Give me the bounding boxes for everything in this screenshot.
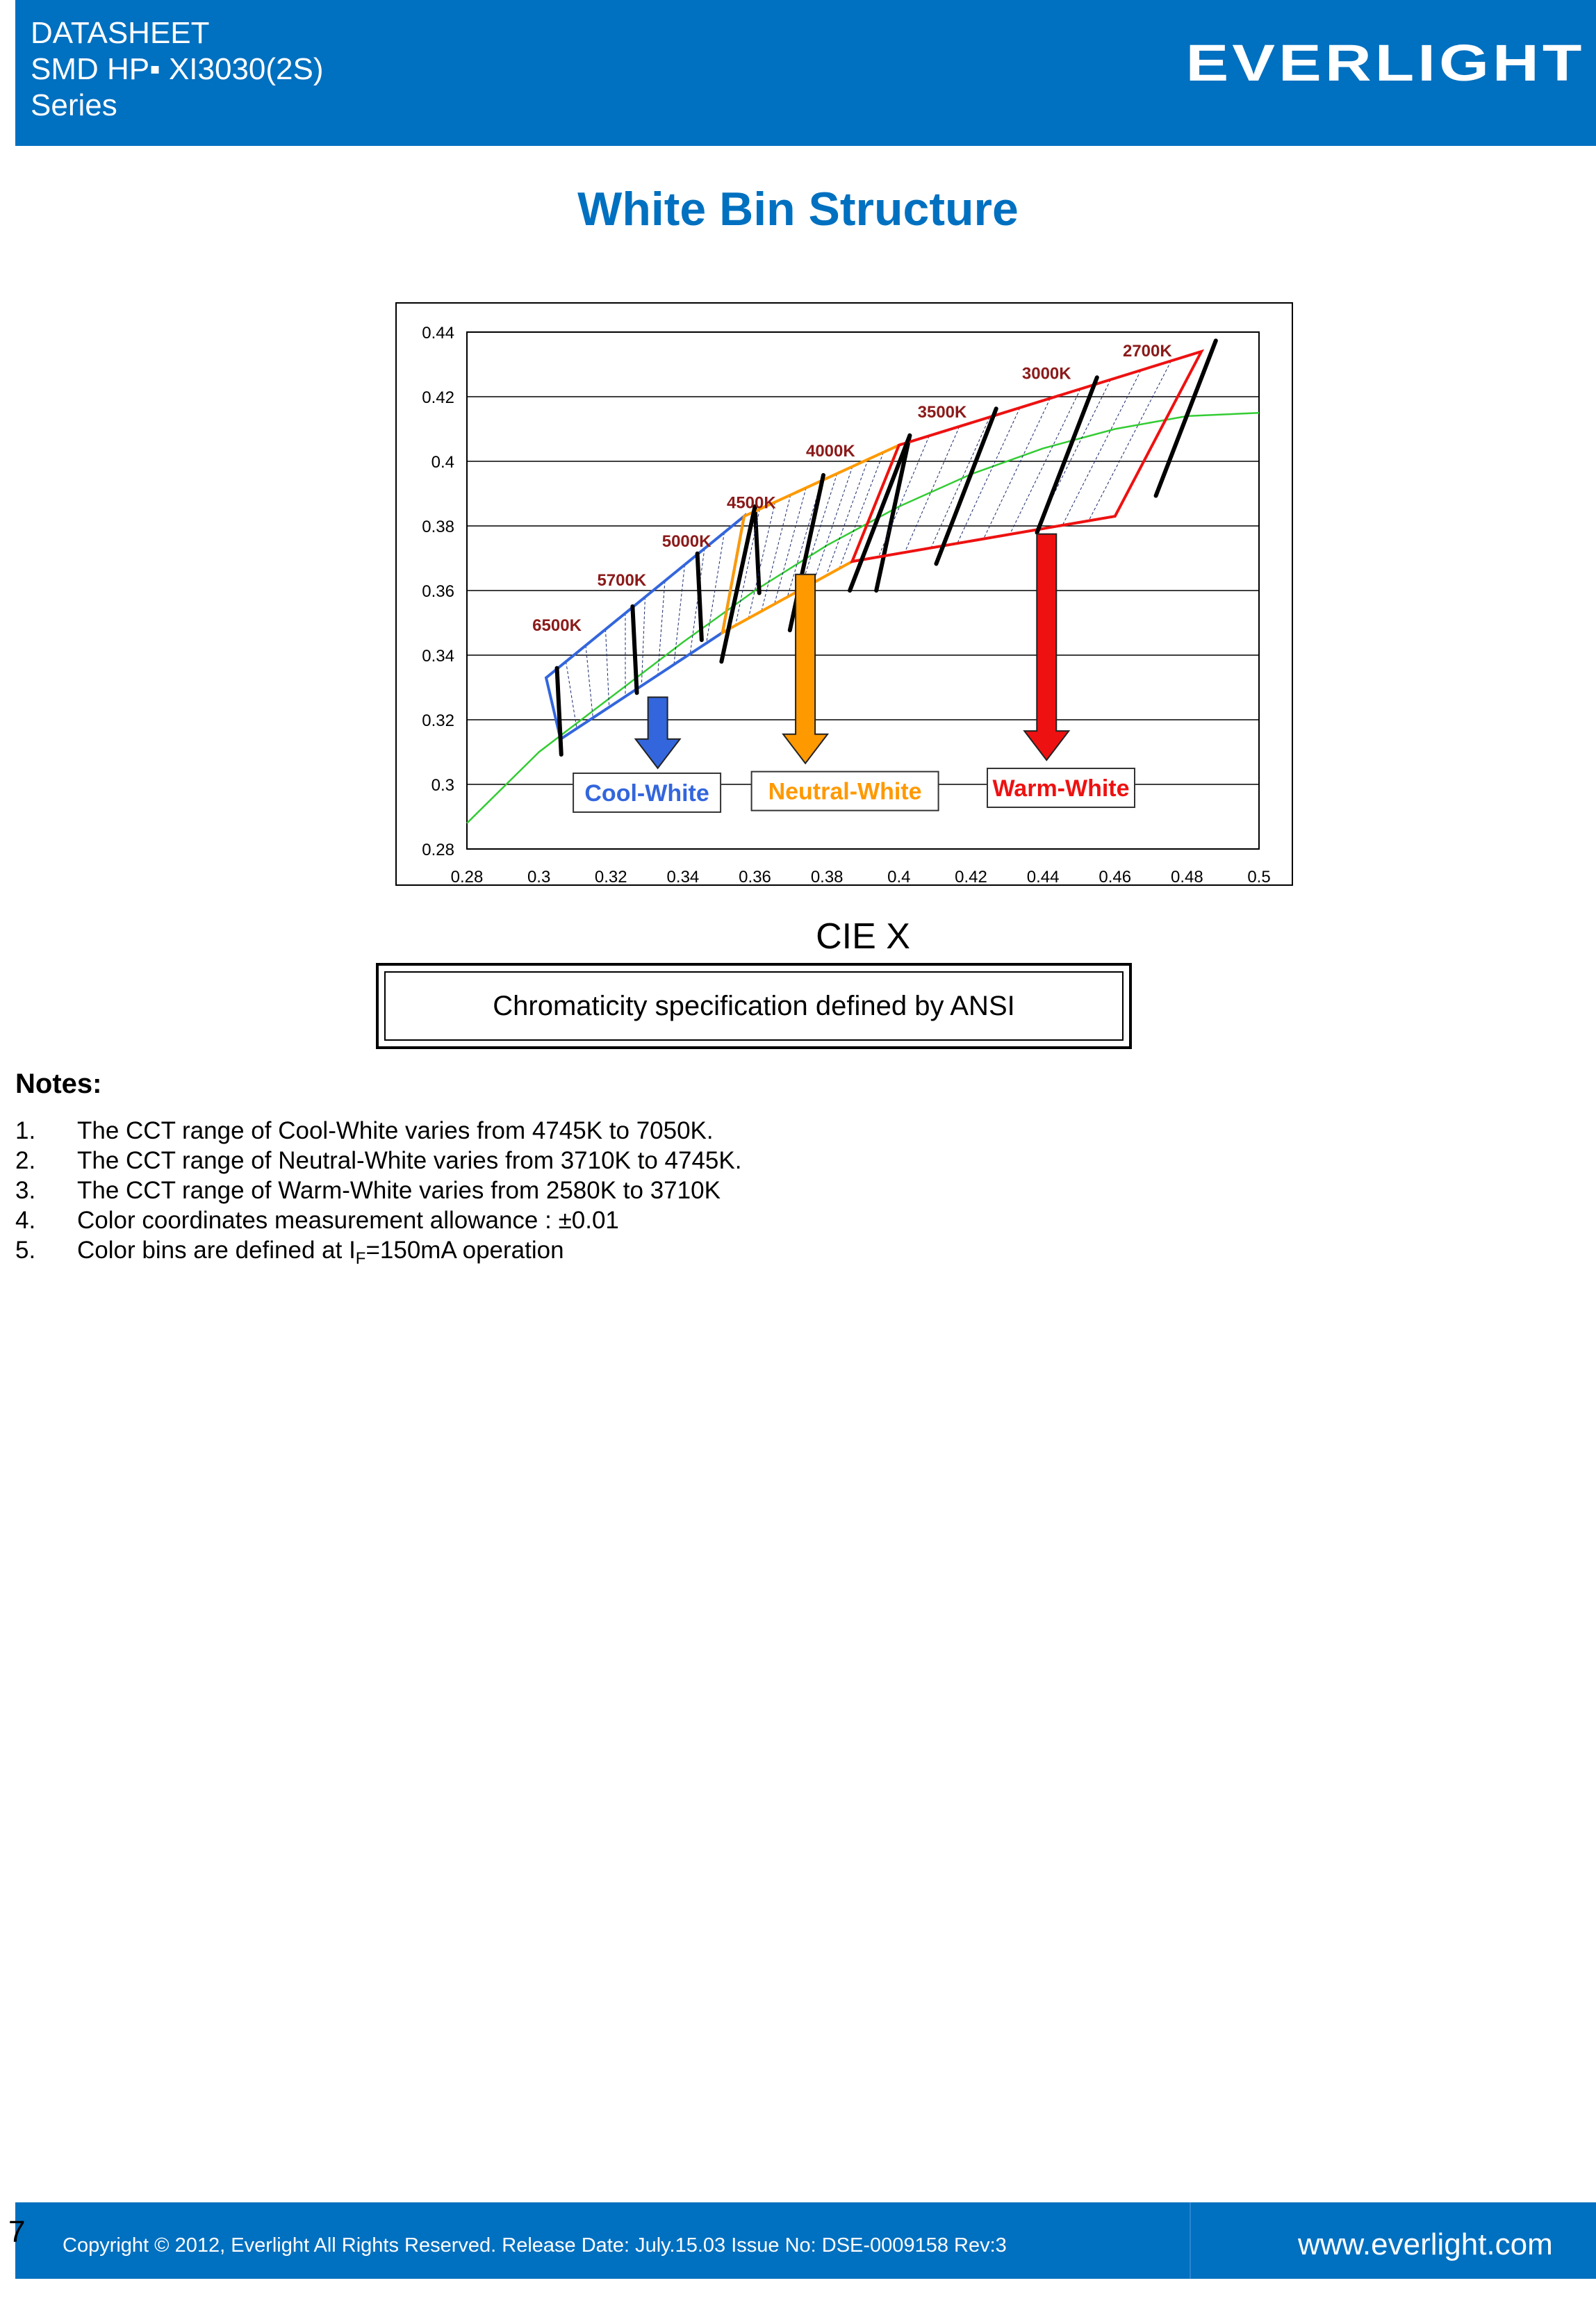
y-tick-label: 0.4 [431,453,454,472]
bin-hatch-line [983,398,1051,539]
bin-boundary-line [874,433,912,593]
bin-hatch-line [735,509,760,626]
bin-hatch-line [774,487,807,604]
everlight-logo: EVERLIGHT [1186,36,1586,92]
bin-boundary-line [1153,338,1218,498]
x-tick-label: 0.32 [595,868,627,887]
bin-hatch-line [1088,361,1172,521]
x-tick-label: 0.38 [811,868,844,887]
group-label-box [750,770,939,811]
x-tick-label: 0.4 [887,868,910,887]
footer-bar [15,2202,1596,2279]
bin-hatch-line [706,532,725,643]
bin-boundary-line [934,406,998,566]
y-tick-label: 0.32 [422,711,454,730]
note-item: 2. The CCT range of Neutral-White varies … [15,1147,742,1174]
bin-boundary-line [752,504,762,595]
bin-hatch-line [825,459,869,576]
bin-boundary-line [695,551,704,643]
x-tick-label: 0.5 [1247,868,1270,887]
bin-group-outline [850,349,1205,563]
bin-hatch-line [957,407,1021,544]
x-tick-label: 0.28 [451,868,484,887]
x-axis-label: CIE X [816,916,910,957]
cct-label: 3000K [1022,364,1071,383]
y-tick-label: 0.42 [422,388,454,407]
x-tick-label: 0.42 [955,868,987,887]
bin-hatch-line [1009,388,1081,535]
bin-hatch-line [657,581,666,675]
bin-hatch-line [878,436,930,557]
bin-hatch-line [605,629,610,707]
group-label: Warm-White [992,775,1129,802]
bin-boundary-line [1035,375,1099,535]
planckian-locus-line [466,412,1260,824]
website-link[interactable]: www.everlight.com [1298,2227,1553,2261]
note-item: 5. Color bins are defined at IF=150mA ope… [15,1237,564,1268]
header-line-3: Series [31,88,117,122]
bin-hatch-line [673,564,685,665]
caption-box: Chromaticity specification defined by AN… [376,963,1132,1049]
group-label-box [987,767,1135,808]
footer-divider [1190,2202,1191,2279]
note-item: 3. The CCT range of Warm-White varies fro… [15,1177,721,1204]
bin-hatch-line [566,661,577,729]
cie-chart: 0.44 0.42 0.4 0.38 0.36 0.34 0.32 0.3 0.28 0.28 0.… [395,302,1293,957]
down-arrow-icon [782,573,830,765]
note-item: 4. Color coordinates measurement allowanc… [15,1207,619,1234]
notes-title: Notes: [15,1069,102,1099]
bin-hatch-line [1035,379,1111,530]
bin-boundary-line [848,433,912,593]
bin-hatch-line [800,473,838,591]
bin-hatch-line [839,452,885,569]
bin-hatch-line [748,502,776,619]
header-line-1: DATASHEET [31,16,210,50]
y-tick-label: 0.36 [422,582,454,601]
x-tick-label: 0.3 [527,868,550,887]
y-tick-label: 0.34 [422,647,454,666]
bin-hatch-line [689,548,705,654]
x-tick-label: 0.48 [1171,868,1203,887]
bin-hatch-line [641,597,645,686]
cct-label: 4000K [806,442,855,461]
group-label: Neutral-White [768,779,922,805]
down-arrow-icon [634,696,682,770]
y-tick-label: 0.28 [422,841,454,859]
cct-label: 4500K [727,493,776,512]
copyright-text: Copyright © 2012, Everlight All Rights R… [63,2234,1007,2257]
page-number: 7 [8,2215,26,2249]
cct-label: 5000K [662,532,711,551]
y-tick-label: 0.44 [422,324,454,343]
bin-boundary-line [554,666,563,757]
bin-hatch-line [761,495,791,611]
x-tick-label: 0.34 [667,868,700,887]
cct-label: 6500K [532,616,582,635]
page-title: White Bin Structure [577,183,1019,236]
caption-text: Chromaticity specification defined by AN… [384,971,1124,1041]
y-tick-label: 0.38 [422,518,454,536]
bin-hatch-line [813,466,853,583]
group-label: Cool-White [584,780,709,807]
note-item: 1. The CCT range of Cool-White varies fro… [15,1117,714,1144]
x-tick-label: 0.44 [1027,868,1060,887]
header-text: DATASHEET SMD HP▪ XI3030(2S) Series [31,15,324,124]
bin-hatch-line [930,417,990,548]
header-line-2: SMD HP▪ XI3030(2S) [31,52,324,86]
x-tick-label: 0.46 [1099,868,1131,887]
group-label-box [573,772,722,813]
bin-boundary-line [719,504,757,664]
down-arrow-icon [1023,533,1071,761]
header-bar: DATASHEET SMD HP▪ XI3030(2S) Series EVER… [15,0,1596,146]
cct-label: 5700K [597,571,646,590]
y-tick-label: 0.3 [431,776,454,795]
cct-label: 2700K [1123,342,1172,361]
bin-hatch-line [585,645,593,718]
notes-list: 1. The CCT range of Cool-White varies fro… [15,1116,742,1268]
bin-boundary-line [630,604,639,695]
x-tick-label: 0.36 [739,868,771,887]
cct-label: 3500K [918,403,967,422]
bin-hatch-line [904,426,960,553]
svg-text:EVERLIGHT: EVERLIGHT [1186,36,1586,92]
